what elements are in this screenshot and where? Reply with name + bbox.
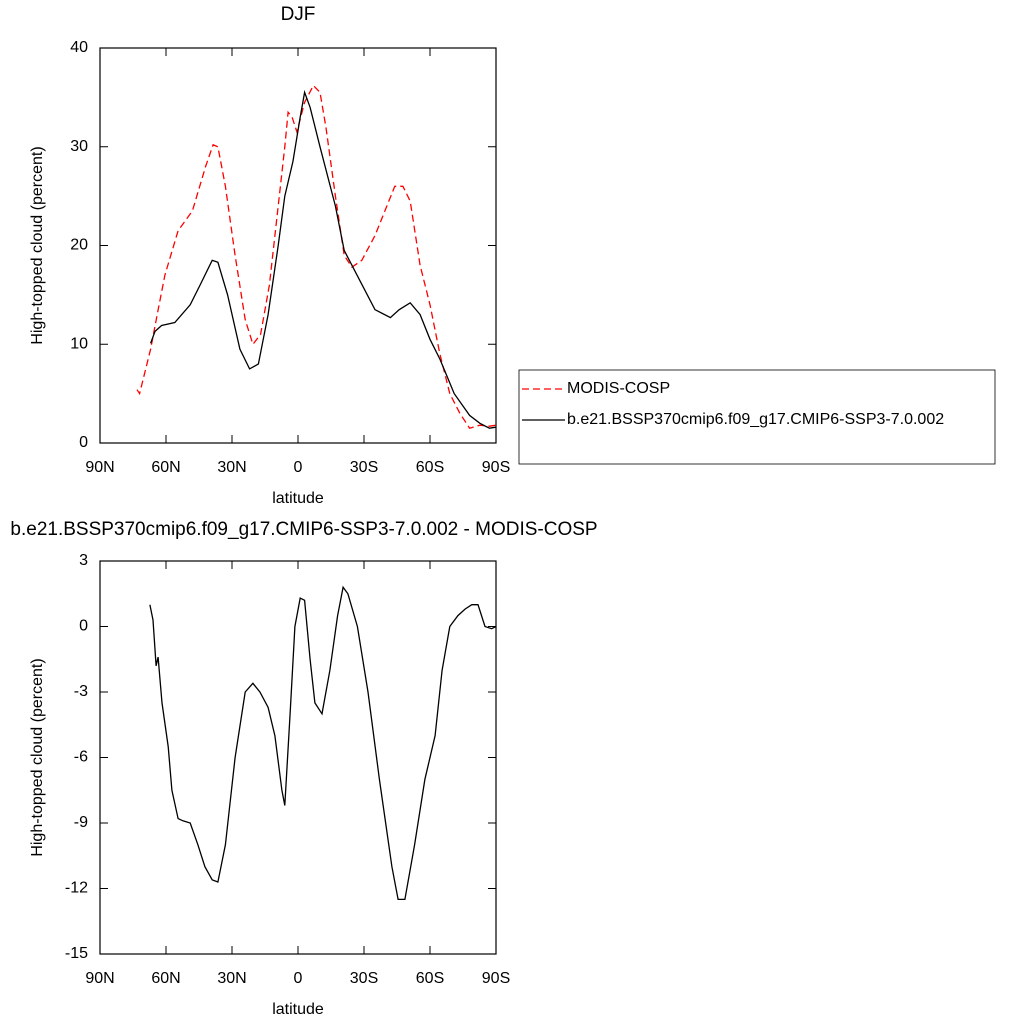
x-tick-label: 90N bbox=[85, 459, 114, 476]
chart-title: b.e21.BSSP370cmip6.f09_g17.CMIP6-SSP3-7.… bbox=[10, 519, 597, 540]
x-tick-label: 30N bbox=[217, 459, 246, 476]
legend-box bbox=[518, 369, 996, 465]
y-tick-label: 0 bbox=[79, 434, 88, 451]
x-tick-label: 30S bbox=[350, 459, 378, 476]
x-axis-label: latitude bbox=[272, 1001, 324, 1018]
y-tick-label: -15 bbox=[65, 945, 88, 962]
x-tick-label: 0 bbox=[294, 970, 303, 987]
y-tick-label: 10 bbox=[70, 335, 88, 352]
x-tick-label: 90S bbox=[482, 459, 510, 476]
chart-title: DJF bbox=[281, 4, 316, 25]
x-tick-label: 30S bbox=[350, 970, 378, 987]
y-axis-label: High-topped cloud (percent) bbox=[29, 658, 46, 856]
x-tick-label: 60N bbox=[151, 459, 180, 476]
x-axis-label: latitude bbox=[272, 490, 324, 507]
y-tick-label: 20 bbox=[70, 237, 88, 254]
x-tick-label: 90S bbox=[482, 970, 510, 987]
y-tick-label: -6 bbox=[74, 749, 88, 766]
y-tick-label: 40 bbox=[70, 39, 88, 56]
data-line bbox=[149, 585, 497, 901]
x-tick-label: 60S bbox=[416, 970, 444, 987]
x-tick-label: 60S bbox=[416, 459, 444, 476]
y-tick-label: -12 bbox=[65, 880, 88, 897]
legend-label: b.e21.BSSP370cmip6.f09_g17.CMIP6-SSP3-7.… bbox=[567, 411, 944, 428]
x-tick-label: 30N bbox=[217, 970, 246, 987]
data-line bbox=[136, 84, 497, 429]
x-tick-label: 60N bbox=[151, 970, 180, 987]
y-axis-label: High-topped cloud (percent) bbox=[29, 146, 46, 344]
y-tick-label: 0 bbox=[79, 618, 88, 635]
plot-frame bbox=[99, 47, 497, 444]
y-tick-label: 30 bbox=[70, 138, 88, 155]
y-tick-label: -9 bbox=[74, 814, 88, 831]
plot-frame bbox=[99, 560, 497, 955]
legend-label: MODIS-COSP bbox=[567, 380, 670, 397]
y-tick-label: -3 bbox=[74, 683, 88, 700]
x-tick-label: 90N bbox=[85, 970, 114, 987]
y-tick-label: 3 bbox=[79, 552, 88, 569]
x-tick-label: 0 bbox=[294, 459, 303, 476]
data-line bbox=[149, 89, 497, 429]
